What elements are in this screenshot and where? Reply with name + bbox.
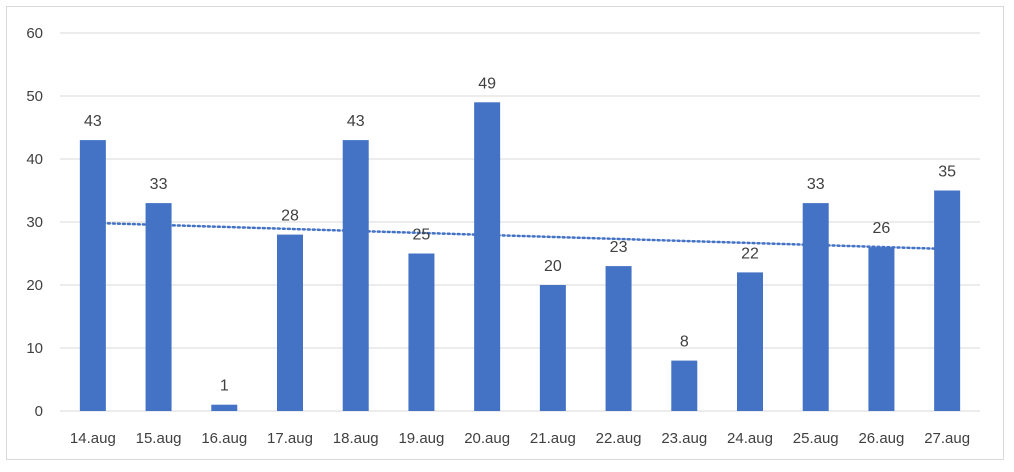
x-tick-label: 22.aug [596,430,642,447]
data-label: 20 [544,258,562,275]
bar[interactable] [737,272,763,411]
x-tick-label: 18.aug [333,430,379,447]
bar[interactable] [605,266,632,411]
x-tick-label: 17.aug [267,430,313,447]
trendline [91,221,949,251]
x-tick-label: 23.aug [661,430,707,447]
y-tick-label: 10 [26,340,43,357]
bar[interactable] [145,203,172,411]
bar[interactable] [342,140,369,411]
data-label: 26 [873,220,891,237]
bar[interactable] [802,203,829,411]
y-tick-label: 50 [26,88,43,105]
x-tick-label: 20.aug [464,430,510,447]
bar[interactable] [474,102,501,412]
x-tick-label: 15.aug [136,430,182,447]
x-tick-label: 25.aug [793,430,839,447]
bar[interactable] [539,285,566,411]
bar[interactable] [211,404,238,411]
bar[interactable] [868,247,895,411]
data-label: 33 [150,176,168,193]
bar[interactable] [79,140,106,411]
data-label: 33 [807,176,825,193]
data-label: 35 [938,164,956,181]
x-tick-label: 16.aug [201,430,247,447]
data-label: 43 [347,113,365,130]
x-tick-label: 26.aug [858,430,904,447]
y-tick-label: 30 [26,214,43,231]
data-label: 49 [478,75,496,92]
y-tick-label: 20 [26,277,43,294]
y-tick-label: 0 [35,403,43,420]
bar[interactable] [934,190,961,412]
data-label: 28 [281,208,299,225]
y-tick-label: 60 [26,25,43,42]
data-label: 25 [413,227,431,244]
x-tick-label: 14.aug [70,430,116,447]
x-tick-label: 27.aug [924,430,970,447]
x-tick-label: 21.aug [530,430,576,447]
data-label: 43 [84,113,102,130]
data-label: 1 [220,378,229,395]
data-label: 22 [741,245,759,262]
chart-frame [6,6,1004,460]
data-label: 8 [680,334,689,351]
data-label: 23 [610,239,628,256]
bar[interactable] [671,360,698,411]
bar[interactable] [277,234,303,411]
x-tick-label: 24.aug [727,430,773,447]
bar[interactable] [408,253,435,412]
y-tick-label: 40 [26,151,43,168]
x-tick-label: 19.aug [398,430,444,447]
